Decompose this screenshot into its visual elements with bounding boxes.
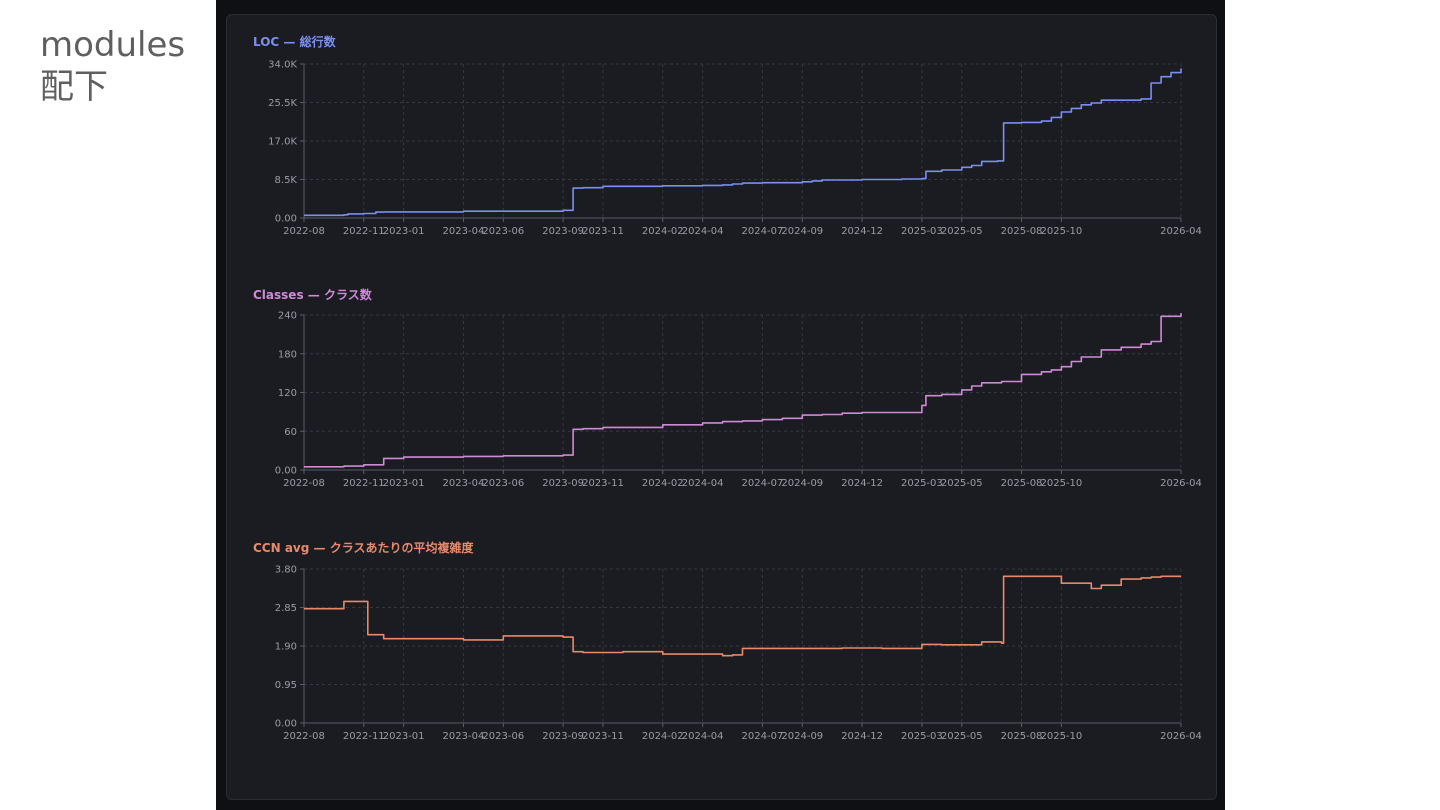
loc-xtick-label: 2025-05 (941, 226, 983, 237)
slide-title-line1: modules (40, 25, 186, 65)
classes-xtick-label: 2025-10 (1041, 478, 1083, 489)
loc-xtick-label: 2023-04 (443, 226, 485, 237)
ccn-ytick-label: 3.80 (275, 565, 297, 576)
loc-xtick-label: 2023-09 (542, 226, 584, 237)
loc-xtick-label: 2023-01 (383, 226, 425, 237)
loc-xtick-label: 2026-04 (1160, 226, 1202, 237)
ccn-ytick-label: 1.90 (275, 642, 297, 653)
loc-xtick-label: 2024-07 (742, 226, 784, 237)
classes-ytick-label: 240 (278, 311, 297, 322)
loc-xtick-label: 2022-11 (343, 226, 385, 237)
ccn-xtick-label: 2023-11 (582, 731, 624, 742)
classes-xtick-label: 2024-04 (682, 478, 724, 489)
loc-xtick-label: 2024-04 (682, 226, 724, 237)
slide-title: modules 配下 (40, 24, 185, 108)
loc-xtick-label: 2022-08 (283, 226, 325, 237)
classes-xtick-label: 2022-11 (343, 478, 385, 489)
classes-xtick-label: 2024-09 (781, 478, 823, 489)
ccn-xtick-label: 2025-08 (1001, 731, 1043, 742)
ccn-ytick-label: 0.95 (275, 680, 297, 691)
loc-ytick-label: 0.00 (275, 214, 297, 225)
loc-xtick-label: 2024-02 (642, 226, 684, 237)
loc-xtick-label: 2025-03 (901, 226, 943, 237)
ccn-xtick-label: 2026-04 (1160, 731, 1202, 742)
loc-ytick-label: 34.0K (268, 60, 297, 71)
classes-xtick-label: 2022-08 (283, 478, 325, 489)
loc-ytick-label: 8.5K (275, 175, 298, 186)
slide-title-line2: 配下 (40, 67, 108, 107)
loc-series-line (304, 68, 1182, 217)
classes-xtick-label: 2025-08 (1001, 478, 1043, 489)
ccn-xtick-label: 2022-11 (343, 731, 385, 742)
ccn-xtick-label: 2024-12 (841, 731, 883, 742)
classes-ytick-label: 0.00 (275, 466, 297, 477)
loc-ytick-label: 25.5K (268, 98, 297, 109)
ccn-xtick-label: 2024-04 (682, 731, 724, 742)
classes-ytick-label: 60 (284, 427, 297, 438)
loc-xtick-label: 2025-08 (1001, 226, 1043, 237)
classes-xtick-label: 2025-05 (941, 478, 983, 489)
ccn-xtick-label: 2024-07 (742, 731, 784, 742)
classes-series-line (304, 313, 1182, 468)
classes-xtick-label: 2023-01 (383, 478, 425, 489)
classes-xtick-label: 2025-03 (901, 478, 943, 489)
ccn-xtick-label: 2024-09 (781, 731, 823, 742)
loc-xtick-label: 2025-10 (1041, 226, 1083, 237)
classes-chart-title: Classes — クラス数 (253, 287, 373, 302)
classes-ytick-label: 120 (278, 388, 297, 399)
ccn-xtick-label: 2022-08 (283, 731, 325, 742)
ccn-xtick-label: 2025-05 (941, 731, 983, 742)
ccn-xtick-label: 2024-02 (642, 731, 684, 742)
classes-xtick-label: 2026-04 (1160, 478, 1202, 489)
ccn-xtick-label: 2023-01 (383, 731, 425, 742)
ccn-chart-title: CCN avg — クラスあたりの平均複雑度 (253, 540, 474, 555)
loc-xtick-label: 2024-09 (781, 226, 823, 237)
ccn-xtick-label: 2023-06 (482, 731, 524, 742)
ccn-ytick-label: 2.85 (275, 603, 297, 614)
ccn-xtick-label: 2023-09 (542, 731, 584, 742)
loc-xtick-label: 2023-06 (482, 226, 524, 237)
loc-xtick-label: 2024-12 (841, 226, 883, 237)
classes-xtick-label: 2024-02 (642, 478, 684, 489)
classes-xtick-label: 2024-12 (841, 478, 883, 489)
classes-xtick-label: 2023-11 (582, 478, 624, 489)
ccn-series-line (304, 575, 1181, 657)
ccn-xtick-label: 2025-10 (1041, 731, 1083, 742)
ccn-xtick-label: 2023-04 (443, 731, 485, 742)
classes-xtick-label: 2024-07 (742, 478, 784, 489)
loc-xtick-label: 2023-11 (582, 226, 624, 237)
classes-xtick-label: 2023-09 (542, 478, 584, 489)
charts-panel (226, 14, 1217, 800)
classes-ytick-label: 180 (278, 349, 297, 360)
classes-xtick-label: 2023-04 (443, 478, 485, 489)
classes-xtick-label: 2023-06 (482, 478, 524, 489)
loc-ytick-label: 17.0K (268, 137, 297, 148)
ccn-xtick-label: 2025-03 (901, 731, 943, 742)
ccn-ytick-label: 0.00 (275, 719, 297, 730)
loc-chart-title: LOC — 総行数 (253, 34, 337, 49)
